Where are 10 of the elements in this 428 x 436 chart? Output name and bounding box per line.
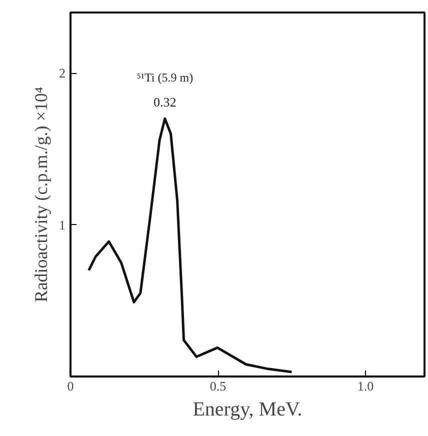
line-series — [88, 117, 293, 374]
x-tick-label: 1.0 — [357, 378, 374, 394]
x-tick-label: 0.5 — [210, 378, 226, 394]
y-tick-label: 1 — [59, 217, 66, 232]
y-axis-title: Radioactivity (c.p.m./g.) ×10⁴ — [31, 86, 51, 302]
y-tick-label: 2 — [59, 66, 66, 81]
x-axis-title: Energy, MeV. — [192, 398, 302, 420]
annotation: ⁵¹Ti (5.9 m) — [136, 70, 194, 85]
x-tick-label: 0 — [67, 378, 74, 394]
annotation: 0.32 — [154, 94, 176, 110]
